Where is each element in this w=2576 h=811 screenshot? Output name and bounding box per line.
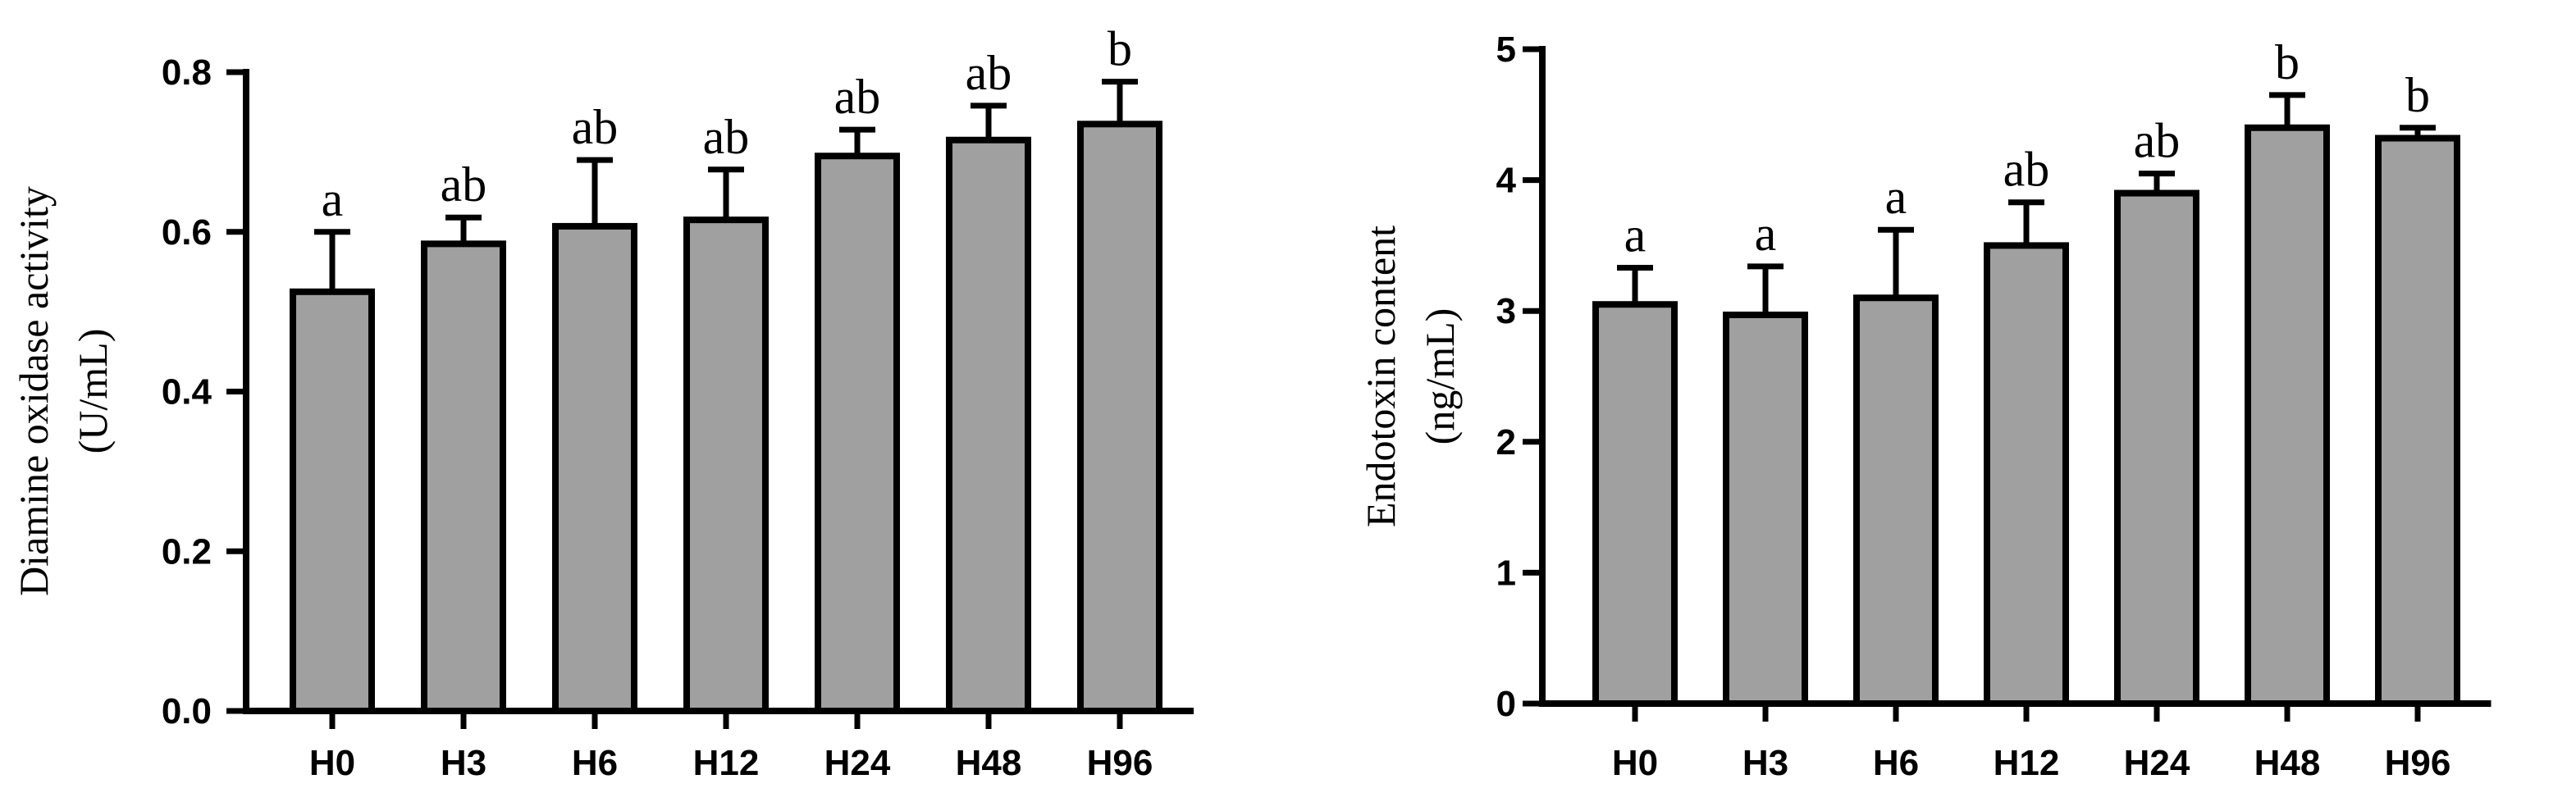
bar [946, 136, 1031, 715]
x-tick-label: H6 [1873, 743, 1919, 783]
y-tick-label: 0 [1496, 684, 1516, 724]
x-tick-label: H96 [2385, 743, 2451, 783]
x-tick-label: H96 [1087, 743, 1153, 783]
significance-label: ab [966, 46, 1012, 100]
bar [2114, 189, 2199, 707]
bar [815, 153, 900, 714]
x-tick-label: H48 [2254, 743, 2321, 783]
x-tick-label: H48 [956, 743, 1022, 783]
bar [1723, 311, 1808, 707]
y-axis-title: Diamine oxidase activity [11, 186, 57, 596]
significance-label: a [1755, 207, 1777, 261]
y-tick-label: 3 [1496, 291, 1516, 331]
bar [2245, 124, 2330, 707]
significance-label: b [2405, 68, 2430, 122]
y-tick-label: 0.6 [162, 212, 212, 253]
bar [421, 240, 506, 714]
significance-label: ab [441, 157, 487, 212]
bar [1984, 242, 2069, 707]
bar [290, 288, 375, 714]
x-tick-label: H3 [441, 743, 486, 783]
significance-label: a [322, 172, 344, 226]
bar [683, 216, 769, 714]
y-tick-label: 0.2 [162, 531, 212, 572]
y-tick-label: 2 [1496, 422, 1516, 462]
y-tick-label: 0.8 [162, 52, 212, 93]
significance-label: ab [2003, 143, 2050, 197]
significance-label: b [1108, 22, 1132, 76]
bar [1077, 121, 1162, 714]
significance-label: ab [572, 100, 619, 154]
significance-label: b [2275, 35, 2300, 89]
y-tick-label: 1 [1496, 553, 1516, 593]
y-axis-title: (ng/mL) [1417, 308, 1463, 445]
y-tick-label: 0.0 [162, 691, 212, 731]
x-tick-label: H24 [2124, 743, 2190, 783]
significance-label: a [1885, 170, 1907, 224]
x-tick-label: H0 [1612, 743, 1658, 783]
significance-label: ab [2134, 114, 2181, 168]
bar [1853, 294, 1939, 707]
y-axis-title: Endotoxin content [1358, 226, 1404, 527]
y-axis-title: (U/mL) [70, 329, 116, 454]
x-tick-label: H0 [309, 743, 355, 783]
significance-label: a [1624, 208, 1647, 262]
significance-label: ab [834, 70, 881, 124]
x-tick-label: H12 [693, 743, 760, 783]
y-tick-label: 5 [1496, 30, 1516, 70]
significance-label: ab [703, 110, 750, 164]
endotoxin-chart: a H0 a H3 a H6 ab H12 ab H24 b H48 b H96 0 1 2 3 4 5 Endotox… [1358, 30, 2492, 783]
x-tick-label: H24 [824, 743, 891, 783]
diamine-oxidase-chart: a H0 ab H3 ab H6 ab H12 ab H24 ab H48 b H96 0.0 0.2 0.4 0… [11, 22, 1194, 783]
y-tick-label: 4 [1496, 161, 1517, 201]
bar [1592, 301, 1678, 707]
x-tick-label: H12 [1994, 743, 2060, 783]
x-tick-label: H6 [572, 743, 618, 783]
x-tick-label: H3 [1742, 743, 1788, 783]
bar [552, 222, 637, 714]
bar [2375, 134, 2460, 707]
y-tick-label: 0.4 [162, 372, 212, 412]
